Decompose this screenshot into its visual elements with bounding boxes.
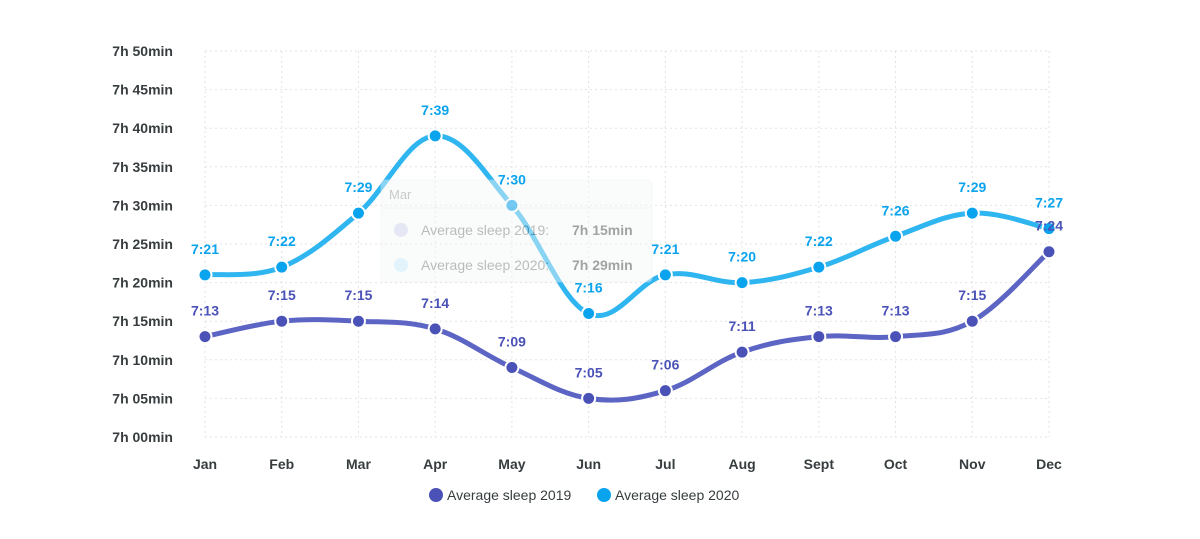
tooltip-marker [394, 223, 408, 237]
data-label: 7:13 [191, 303, 219, 319]
data-label: 7:11 [728, 318, 755, 334]
data-label: 7:26 [882, 202, 910, 218]
x-tick-label: Aug [728, 456, 755, 472]
x-tick-label: Apr [423, 456, 448, 472]
tooltip-title: Mar [389, 187, 412, 202]
data-point [504, 197, 520, 213]
data-point [350, 205, 366, 221]
y-axis: 7h 00min 7h 05min 7h 10min 7h 15min 7h 20min… [112, 43, 173, 445]
data-label: 7:15 [958, 287, 986, 303]
y-tick-label: 7h 25min [112, 236, 173, 252]
markers-2019 [197, 244, 1057, 406]
data-point [964, 205, 980, 221]
data-point [581, 305, 597, 321]
data-point [811, 329, 827, 345]
tooltip-series-label: Average sleep 2020: [421, 257, 549, 273]
legend-label: Average sleep 2019 [447, 487, 571, 503]
data-point [427, 321, 443, 337]
data-label: 7:29 [344, 179, 372, 195]
y-tick-label: 7h 15min [112, 313, 173, 329]
data-point [734, 344, 750, 360]
data-point [350, 313, 366, 329]
data-label: 7:21 [651, 241, 679, 257]
data-label: 7:13 [882, 303, 910, 319]
x-tick-label: Jul [655, 456, 675, 472]
data-label: 7:24 [1035, 218, 1063, 234]
data-label: 7:22 [268, 233, 296, 249]
data-label: 7:16 [575, 279, 603, 295]
data-labels-2020: 7:21 7:22 7:29 7:39 7:30 7:16 7:21 7:20 7:22 7:26… [191, 102, 1063, 296]
data-point [657, 267, 673, 283]
x-tick-label: Nov [959, 456, 986, 472]
data-label: 7:39 [421, 102, 449, 118]
x-tick-label: Feb [269, 456, 294, 472]
x-tick-label: Mar [346, 456, 371, 472]
data-point [811, 259, 827, 275]
y-tick-label: 7h 30min [112, 197, 173, 213]
data-point [657, 383, 673, 399]
x-tick-label: Sept [804, 456, 835, 472]
data-point [274, 313, 290, 329]
data-label: 7:14 [421, 295, 449, 311]
data-point [1041, 244, 1057, 260]
data-point [274, 259, 290, 275]
data-point [1041, 221, 1057, 237]
tooltip: Mar Average sleep 2019: 7h 15min Average sl… [380, 179, 653, 283]
legend-marker [597, 488, 611, 502]
tooltip-box [380, 179, 653, 283]
tooltip-marker [394, 258, 408, 272]
data-label: 7:15 [268, 287, 296, 303]
data-point [197, 267, 213, 283]
data-point [504, 360, 520, 376]
y-tick-label: 7h 00min [112, 429, 173, 445]
data-label: 7:09 [498, 334, 526, 350]
data-point [197, 329, 213, 345]
tooltip-series-label: Average sleep 2019: [421, 222, 549, 238]
y-tick-label: 7h 40min [112, 120, 173, 136]
data-label: 7:06 [651, 357, 679, 373]
x-tick-label: Dec [1036, 456, 1062, 472]
data-point [964, 313, 980, 329]
data-label: 7:29 [958, 179, 986, 195]
x-tick-label: Oct [884, 456, 908, 472]
y-tick-label: 7h 50min [112, 43, 173, 59]
data-label: 7:05 [575, 364, 603, 380]
data-label: 7:13 [805, 303, 833, 319]
legend-marker [429, 488, 443, 502]
data-label: 7:30 [498, 171, 526, 187]
data-label: 7:22 [805, 233, 833, 249]
legend: Average sleep 2019 Average sleep 2020 [429, 487, 739, 503]
data-label: 7:27 [1035, 195, 1063, 211]
tooltip-series-value: 7h 15min [572, 222, 633, 238]
data-point [427, 128, 443, 144]
x-tick-label: Jun [576, 456, 601, 472]
data-label: 7:21 [191, 241, 219, 257]
data-point [581, 390, 597, 406]
x-tick-label: May [498, 456, 525, 472]
data-point [888, 329, 904, 345]
markers-2020 [197, 128, 1057, 321]
data-point [734, 275, 750, 291]
y-tick-label: 7h 35min [112, 159, 173, 175]
y-tick-label: 7h 20min [112, 275, 173, 291]
tooltip-series-value: 7h 29min [572, 257, 633, 273]
y-tick-label: 7h 10min [112, 352, 173, 368]
data-point [888, 228, 904, 244]
data-label: 7:20 [728, 249, 756, 265]
legend-label: Average sleep 2020 [615, 487, 739, 503]
data-label: 7:15 [344, 287, 372, 303]
y-tick-label: 7h 45min [112, 82, 173, 98]
x-tick-label: Jan [193, 456, 217, 472]
x-axis: Jan Feb Mar Apr May Jun Jul Aug Sept Oct Nov Dec [193, 456, 1062, 472]
data-labels-2019: 7:13 7:15 7:15 7:14 7:09 7:05 7:06 7:11 7:13 7:13… [191, 218, 1063, 381]
y-tick-label: 7h 05min [112, 390, 173, 406]
